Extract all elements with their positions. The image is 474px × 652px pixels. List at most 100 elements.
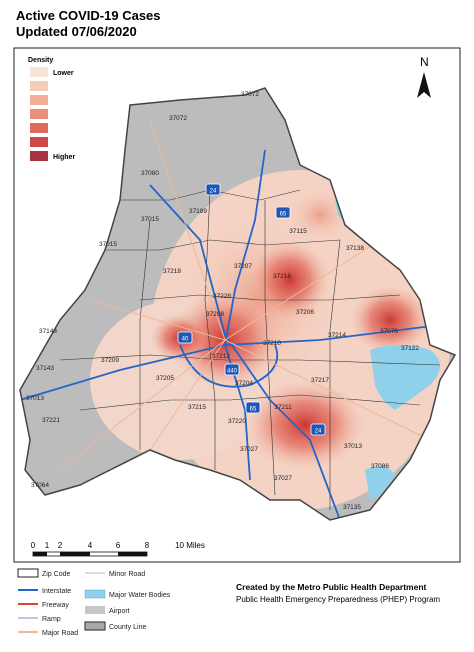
scale-label: 10 Miles [175, 541, 205, 550]
scale-label: 8 [145, 541, 150, 550]
legend-label: Interstate [42, 588, 71, 595]
legend-label: Minor Road [109, 571, 145, 578]
zip-label: 37013 [344, 443, 362, 450]
shield [224, 363, 240, 376]
zip-label: 37189 [189, 208, 207, 215]
scale-label: 4 [88, 541, 93, 550]
zip-label: 37080 [141, 170, 159, 177]
zip-label: 37135 [343, 504, 361, 511]
legend-water-symbol [84, 589, 106, 599]
zip-label: 37072 [241, 91, 259, 98]
legend-label: Major Road [42, 630, 78, 637]
legend-zip-symbol [17, 568, 39, 578]
zip-label: 37143 [36, 365, 54, 372]
zip-label: 37015 [99, 241, 117, 248]
zip-label: 37072 [169, 115, 187, 122]
shield-label: 24 [315, 429, 322, 435]
density-title: Density [28, 57, 53, 64]
scale-bar-segment [118, 552, 147, 556]
zip-label: 37115 [289, 228, 307, 235]
zip-label: 37214 [328, 332, 346, 339]
zip-label: 37212 [212, 353, 230, 360]
scale-bar: 0 1 2 4 6 8 10 Miles [31, 541, 205, 557]
shield-label: 65 [250, 407, 257, 413]
water [370, 345, 440, 410]
density-legend: Density Lower Higher [28, 57, 75, 161]
subtitle: Updated 07/06/2020 [16, 24, 137, 39]
legend-label: Major Water Bodies [109, 592, 171, 599]
density-mid [285, 185, 355, 245]
shield [245, 401, 261, 414]
density-high-label: Higher [53, 154, 75, 161]
interstates [20, 149, 441, 520]
legend-county-symbol [84, 621, 106, 631]
zip-label: 37013 [26, 395, 44, 402]
shield-label: 40 [182, 337, 189, 343]
zip-label: 37217 [311, 377, 329, 384]
density-high [350, 285, 430, 355]
scale-label: 0 [31, 541, 36, 550]
shield-label: 24 [210, 189, 217, 195]
legend-airport-symbol [85, 606, 105, 614]
legend-label: Ramp [42, 616, 61, 623]
zip-label: 37211 [274, 404, 292, 411]
legend-label: Freeway [42, 602, 69, 609]
north-arrow: N [417, 55, 431, 98]
zip-label: 37205 [156, 375, 174, 382]
shield [205, 183, 221, 196]
zip-label: 37210 [263, 340, 281, 347]
density-swatch [30, 81, 48, 91]
zip-label: 37122 [401, 345, 419, 352]
density-swatch [30, 151, 48, 161]
density-swatch [30, 109, 48, 119]
density-high [245, 380, 365, 470]
zip-label: 37086 [371, 463, 389, 470]
zip-label: 37215 [188, 404, 206, 411]
county-line [19, 87, 457, 521]
density-swatch [30, 95, 48, 105]
legend: Zip Code Interstate Freeway Ramp Major Road M… [17, 568, 171, 637]
zip-label: 37027 [240, 446, 258, 453]
density-swatch [30, 67, 48, 77]
zip-label: 37204 [235, 380, 253, 387]
zip-label: 37216 [273, 273, 291, 280]
legend-label: County Line [109, 624, 146, 631]
zip-label: 37207 [234, 263, 252, 270]
shield-label: 440 [227, 369, 238, 375]
legend-label: Airport [109, 608, 130, 615]
density-swatch [30, 137, 48, 147]
zip-label: 37221 [42, 417, 60, 424]
scale-bar-segment [33, 552, 47, 556]
zip-label: 37206 [296, 309, 314, 316]
north-arrowhead [417, 72, 431, 98]
scale-label: 1 [45, 541, 50, 550]
zip-label: 37208 [206, 311, 224, 318]
credit-program: Public Health Emergency Preparedness (PH… [236, 595, 440, 604]
zip-label: 37220 [228, 418, 246, 425]
north-label: N [420, 55, 429, 69]
density-low-label: Lower [53, 70, 74, 77]
zip-label: 37027 [274, 475, 292, 482]
county-map [20, 88, 455, 520]
zip-label: 37015 [141, 216, 159, 223]
zip-label: 37064 [31, 482, 49, 489]
zip-label: 37143 [39, 328, 57, 335]
scale-label: 6 [116, 541, 121, 550]
zip-labels: 37072 37072 37080 37189 37015 37015 37218 37207… [26, 91, 419, 511]
scale-label: 2 [58, 541, 63, 550]
shield [310, 423, 326, 436]
zip-label: 37209 [101, 357, 119, 364]
title: Active COVID-19 Cases [16, 8, 161, 23]
credit-org: Created by the Metro Public Health Depar… [236, 582, 427, 592]
density-swatch [30, 123, 48, 133]
water [365, 466, 395, 500]
map-frame [13, 47, 461, 563]
zip-label: 37218 [163, 268, 181, 275]
zip-label: 37138 [346, 245, 364, 252]
major-roads [59, 119, 431, 471]
zip-label: 37228 [213, 293, 231, 300]
legend-label: Zip Code [42, 571, 71, 578]
shield [275, 206, 291, 219]
interstate-shields: 24 65 40 440 65 24 [177, 183, 326, 436]
